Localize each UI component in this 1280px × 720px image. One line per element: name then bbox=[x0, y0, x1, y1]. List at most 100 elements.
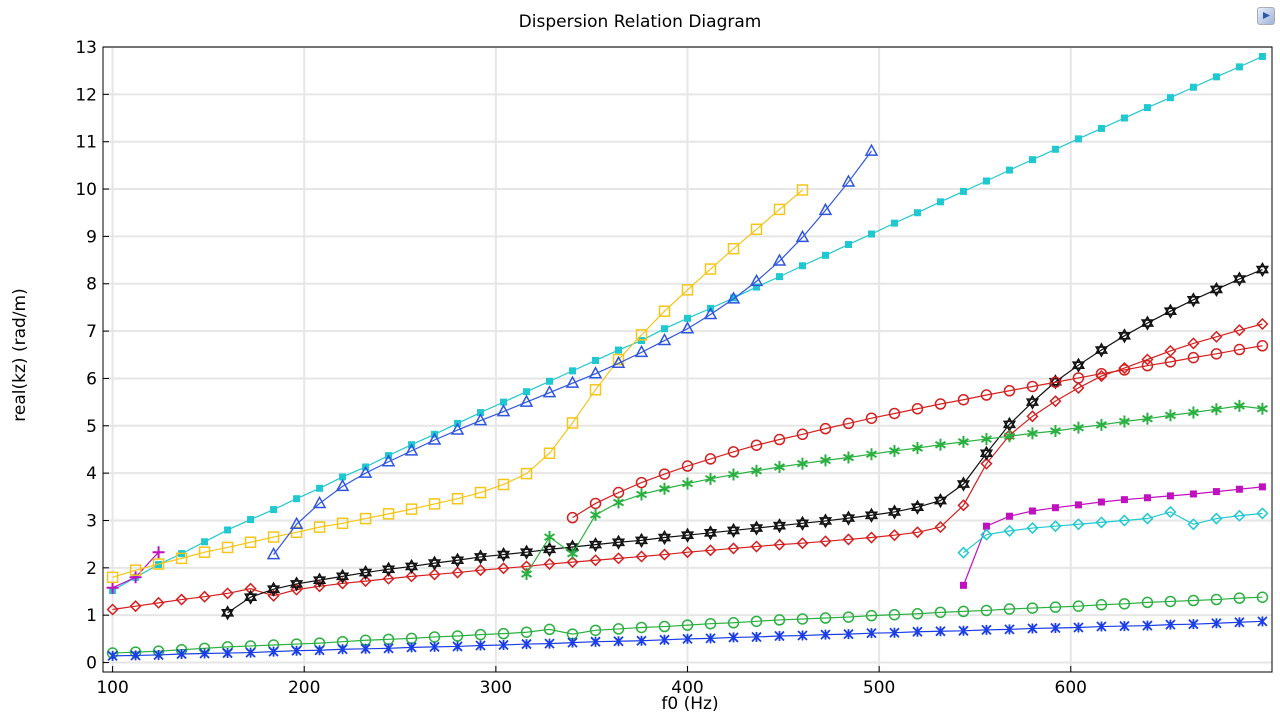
data-point bbox=[705, 633, 716, 644]
data-point bbox=[842, 417, 855, 430]
data-point bbox=[1072, 372, 1085, 384]
y-tick-label: 12 bbox=[75, 85, 97, 105]
data-point bbox=[130, 650, 141, 661]
data-point bbox=[313, 521, 326, 533]
data-point bbox=[1166, 492, 1174, 500]
data-point bbox=[1072, 518, 1085, 531]
data-point bbox=[820, 629, 831, 640]
x-tick-label: 100 bbox=[96, 678, 128, 698]
data-point bbox=[383, 643, 394, 654]
data-point bbox=[612, 353, 625, 366]
data-point bbox=[819, 535, 832, 548]
data-point bbox=[1025, 394, 1040, 410]
data-point bbox=[958, 625, 969, 636]
series-line bbox=[112, 323, 1263, 611]
data-point bbox=[1163, 303, 1178, 319]
data-point bbox=[566, 511, 579, 524]
data-point bbox=[773, 460, 786, 473]
data-point bbox=[1141, 512, 1154, 525]
data-point bbox=[1097, 124, 1105, 132]
data-point bbox=[290, 526, 303, 539]
data-point bbox=[224, 526, 232, 534]
data-point bbox=[1141, 353, 1154, 366]
data-point bbox=[887, 504, 902, 520]
data-point bbox=[658, 305, 671, 317]
data-point bbox=[934, 606, 947, 619]
data-point bbox=[703, 306, 718, 320]
data-point bbox=[1026, 410, 1039, 423]
y-tick-label: 5 bbox=[86, 417, 97, 437]
data-point bbox=[1233, 343, 1246, 356]
data-point bbox=[106, 603, 119, 616]
data-point bbox=[796, 428, 809, 441]
data-point bbox=[107, 650, 118, 662]
data-point bbox=[911, 442, 923, 455]
data-point bbox=[312, 495, 327, 509]
data-point bbox=[566, 417, 579, 429]
data-point bbox=[359, 512, 372, 525]
data-point bbox=[293, 495, 301, 503]
data-point bbox=[912, 626, 923, 637]
data-point bbox=[796, 613, 809, 625]
data-point bbox=[270, 506, 278, 514]
x-tick-label: 600 bbox=[1055, 678, 1087, 698]
x-tick-label: 400 bbox=[671, 678, 703, 698]
data-point bbox=[841, 510, 856, 526]
data-point bbox=[1256, 340, 1269, 352]
data-point bbox=[819, 454, 831, 467]
data-point bbox=[843, 628, 854, 640]
data-point bbox=[750, 464, 763, 477]
data-point bbox=[658, 468, 671, 480]
data-point bbox=[289, 576, 304, 592]
data-point bbox=[175, 593, 188, 606]
data-point bbox=[247, 516, 255, 524]
data-point bbox=[980, 528, 993, 541]
series-line bbox=[273, 150, 872, 555]
y-tick-label: 9 bbox=[86, 227, 97, 247]
data-point bbox=[1257, 616, 1268, 627]
data-point bbox=[1141, 359, 1154, 372]
data-point bbox=[727, 617, 740, 629]
data-point bbox=[1164, 409, 1176, 422]
data-point bbox=[1141, 596, 1154, 609]
data-point bbox=[866, 628, 877, 639]
data-point bbox=[1209, 281, 1224, 298]
series-line bbox=[572, 345, 1263, 519]
data-point bbox=[980, 433, 992, 446]
data-point bbox=[1051, 145, 1059, 153]
data-point bbox=[1256, 591, 1269, 603]
data-point bbox=[473, 549, 488, 565]
series-4 bbox=[266, 143, 879, 560]
data-point bbox=[935, 626, 946, 637]
data-point bbox=[842, 451, 854, 464]
data-point bbox=[266, 547, 281, 560]
data-point bbox=[749, 520, 764, 536]
data-point bbox=[542, 541, 557, 557]
data-point bbox=[1210, 512, 1223, 525]
data-point bbox=[1187, 351, 1200, 364]
data-point bbox=[910, 499, 925, 515]
data-point bbox=[1118, 415, 1130, 428]
data-point bbox=[681, 546, 694, 559]
data-point bbox=[865, 448, 877, 461]
data-point bbox=[842, 533, 855, 546]
y-tick-label: 13 bbox=[75, 38, 97, 58]
data-point bbox=[1003, 524, 1016, 537]
data-point bbox=[1164, 344, 1177, 358]
data-point bbox=[1187, 594, 1200, 607]
data-point bbox=[612, 623, 625, 635]
data-point bbox=[404, 443, 419, 456]
data-point bbox=[1049, 601, 1062, 613]
data-point bbox=[1235, 63, 1243, 71]
data-point bbox=[1095, 599, 1108, 611]
data-point bbox=[243, 589, 258, 605]
data-point bbox=[588, 537, 603, 553]
app-logo-icon[interactable] bbox=[1257, 7, 1275, 25]
data-point bbox=[497, 562, 510, 575]
series-5 bbox=[106, 317, 1269, 616]
data-point bbox=[1095, 516, 1108, 529]
data-point bbox=[1188, 619, 1199, 630]
data-point bbox=[957, 605, 970, 618]
data-point bbox=[865, 609, 878, 622]
data-point bbox=[496, 546, 511, 563]
